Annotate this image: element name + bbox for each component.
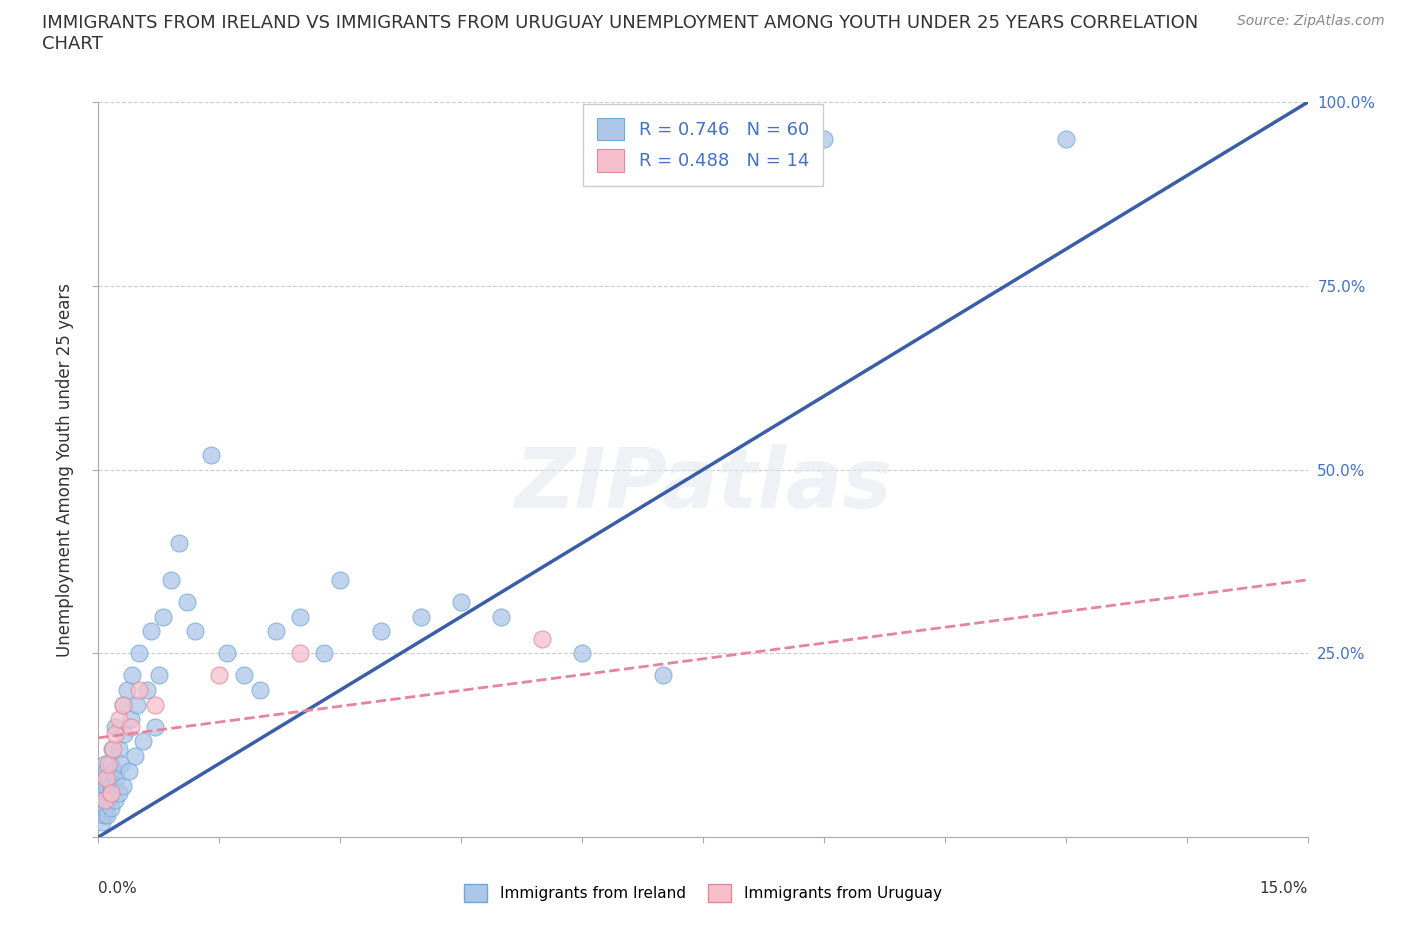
Point [571, 646, 593, 661]
Point [91, 815, 114, 830]
Point [132, 734, 155, 749]
Point [103, 720, 125, 735]
Point [94, 792, 117, 807]
Point [101, 741, 124, 756]
Point [813, 131, 835, 146]
Point [491, 609, 513, 624]
Point [93, 807, 115, 822]
Point [100, 756, 122, 771]
Point [105, 771, 128, 786]
Y-axis label: Unemployment Among Youth under 25 years: Unemployment Among Youth under 25 years [56, 283, 75, 657]
Point [120, 720, 142, 735]
Point [409, 609, 432, 624]
Point [111, 778, 134, 793]
Point [200, 447, 222, 462]
Point [143, 720, 166, 735]
Point [100, 778, 122, 793]
Point [100, 800, 122, 815]
Point [96, 764, 118, 778]
Point [97, 792, 120, 807]
Point [118, 764, 141, 778]
Point [450, 594, 472, 609]
Point [98, 786, 121, 801]
Point [651, 668, 673, 683]
Point [135, 683, 157, 698]
Point [1054, 131, 1077, 146]
Point [103, 792, 125, 807]
Point [110, 756, 132, 771]
Point [100, 786, 122, 801]
Point [107, 712, 129, 727]
Point [111, 698, 134, 712]
Point [288, 609, 311, 624]
Point [94, 756, 117, 771]
Point [96, 807, 118, 822]
Point [107, 786, 129, 801]
Point [139, 624, 162, 639]
Point [120, 712, 142, 727]
Point [184, 624, 207, 639]
Legend: Immigrants from Ireland, Immigrants from Uruguay: Immigrants from Ireland, Immigrants from… [458, 878, 948, 909]
Point [112, 726, 135, 741]
Point [96, 778, 118, 793]
Point [152, 609, 174, 624]
Point [107, 741, 129, 756]
Point [91, 771, 114, 786]
Point [160, 573, 183, 588]
Point [94, 786, 117, 801]
Point [208, 668, 231, 683]
Point [232, 668, 254, 683]
Point [148, 668, 170, 683]
Point [121, 668, 143, 683]
Point [530, 631, 553, 646]
Text: Source: ZipAtlas.com: Source: ZipAtlas.com [1237, 14, 1385, 28]
Text: CHART: CHART [42, 35, 103, 53]
Point [249, 683, 271, 698]
Point [217, 646, 239, 661]
Point [96, 771, 118, 786]
Point [314, 646, 336, 661]
Point [101, 764, 124, 778]
Point [370, 624, 392, 639]
Text: IMMIGRANTS FROM IRELAND VS IMMIGRANTS FROM URUGUAY UNEMPLOYMENT AMONG YOUTH UNDE: IMMIGRANTS FROM IRELAND VS IMMIGRANTS FR… [42, 14, 1198, 32]
Point [115, 683, 138, 698]
Point [128, 646, 150, 661]
Legend: R = 0.746   N = 60, R = 0.488   N = 14: R = 0.746 N = 60, R = 0.488 N = 14 [582, 104, 824, 186]
Point [127, 698, 149, 712]
Text: ZIPatlas: ZIPatlas [515, 444, 891, 525]
Point [329, 573, 352, 588]
Point [97, 756, 120, 771]
Point [111, 698, 134, 712]
Point [167, 536, 190, 551]
Point [176, 594, 198, 609]
Point [128, 683, 150, 698]
Point [101, 741, 124, 756]
Text: 0.0%: 0.0% [98, 881, 138, 897]
Point [91, 792, 114, 807]
Point [288, 646, 311, 661]
Point [103, 726, 125, 741]
Text: 15.0%: 15.0% [1260, 881, 1308, 897]
Point [124, 749, 146, 764]
Point [264, 624, 287, 639]
Point [143, 698, 166, 712]
Point [94, 800, 117, 815]
Point [97, 771, 120, 786]
